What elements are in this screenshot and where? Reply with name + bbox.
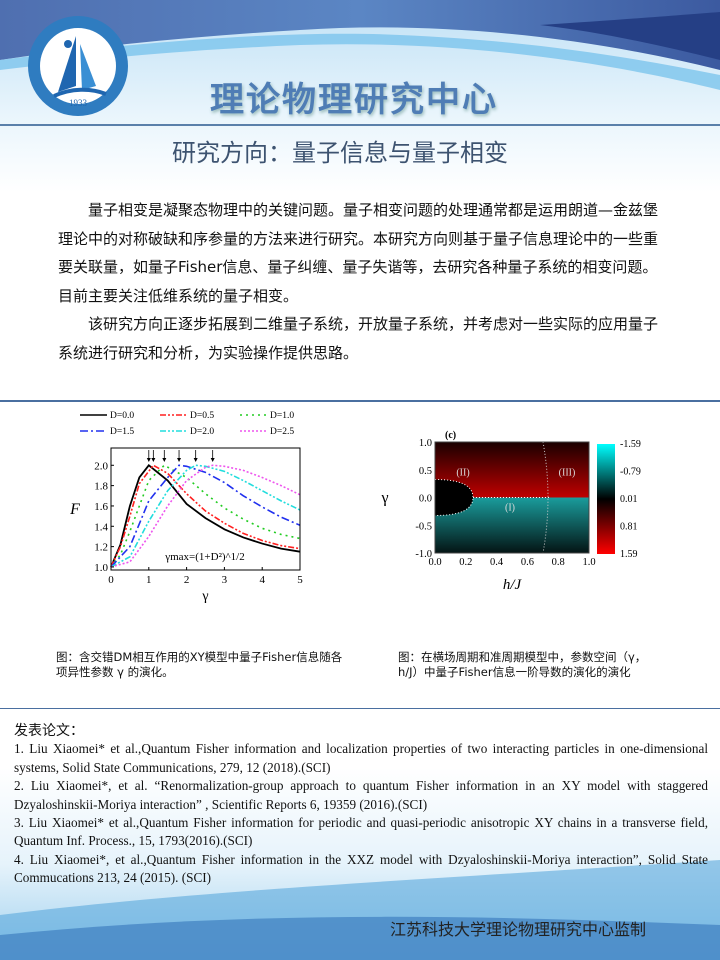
y-tick-label: 1.2: [94, 542, 108, 554]
x-tick-label: 0.8: [552, 557, 565, 568]
intro-paragraph: 该研究方向正逐步拓展到二维量子系统，开放量子系统，并考虑对一些实际的应用量子系统…: [58, 315, 659, 362]
x-tick-label: 0.0: [428, 557, 441, 568]
peak-arrowhead: [162, 458, 167, 462]
x-axis-label: γ: [201, 589, 208, 604]
publication-item: 3. Liu Xiaomei* et al.,Quantum Fisher in…: [14, 815, 708, 849]
legend-label: D=1.5: [110, 427, 134, 437]
section-divider: [0, 708, 720, 709]
y-tick-label: 1.0: [419, 438, 432, 449]
heatmap-ellipse-region: [434, 478, 474, 517]
y-tick-label: 1.0: [94, 562, 108, 574]
logo-year: 1933: [69, 98, 88, 108]
publication-item: 1. Liu Xiaomei* et al.,Quantum Fisher in…: [14, 741, 708, 775]
x-tick-label: 4: [259, 574, 265, 586]
colorbar-tick-label: 1.59: [620, 549, 638, 560]
legend-label: D=1.0: [270, 411, 294, 421]
fisher-information-line-chart: D=0.0 D=0.5 D=1.0 D=1.5 D=2.0 D=2.5 0 1 2 3 4 5 1.0 1…: [55, 410, 345, 610]
plot-frame: [110, 447, 301, 571]
series-line: [110, 464, 301, 568]
y-axis-label: F: [69, 501, 80, 518]
research-direction-title: 研究方向：量子信息与量子相变: [172, 139, 508, 167]
region-label: (I): [505, 503, 515, 514]
plot-frame: [434, 441, 590, 554]
legend-label: D=2.0: [190, 427, 214, 437]
series-line: [110, 464, 301, 568]
heatmap-chart: (I) (II) (III) -1.59 -0.79 0.01 0.81 1.59 0.0 0.2…: [375, 420, 655, 600]
region-label: (III): [559, 468, 576, 479]
intro-text: 量子相变是凝聚态物理中的关键问题。量子相变问题的处理通常都是运用朗道—金兹堡理论…: [58, 196, 658, 367]
series-line: [110, 464, 301, 568]
colorbar-tick-label: -0.79: [620, 467, 641, 478]
y-tick-label: 0.0: [419, 494, 432, 505]
peak-arrowhead: [177, 458, 182, 462]
right-figure-caption: 图：在横场周期和准周期模型中，参数空间（γ，h/J）中量子Fisher信息一阶导…: [398, 650, 647, 679]
x-tick-label: 1: [146, 574, 152, 586]
left-figure-caption: 图：含交错DM相互作用的XY模型中量子Fisher信息随各项异性参数 γ 的演化…: [56, 650, 343, 679]
colorbar: [597, 444, 615, 554]
y-tick-label: 2.0: [94, 460, 108, 472]
x-tick-label: 0.2: [459, 557, 472, 568]
peak-arrowhead: [193, 458, 198, 462]
y-axis-label: γ: [380, 490, 388, 507]
legend-label: D=0.5: [190, 411, 214, 421]
x-tick-label: 0.4: [490, 557, 504, 568]
legend-label: D=0.0: [110, 411, 134, 421]
publication-item: 2. Liu Xiaomei*, et al. “Renormalization…: [14, 778, 708, 812]
x-tick-label: 3: [222, 574, 228, 586]
section-divider: [0, 400, 720, 402]
y-tick-label: -1.0: [415, 549, 432, 560]
footer-credit: 江苏科技大学理论物理研究中心监制: [390, 920, 647, 939]
y-tick-label: -0.5: [415, 521, 432, 532]
peak-arrowhead: [146, 458, 151, 462]
colorbar-tick-label: 0.81: [620, 522, 638, 533]
publication-item: 4. Liu Xiaomei*, et al.,Quantum Fisher i…: [14, 851, 708, 886]
panel-label: (c): [445, 430, 456, 441]
series-line: [110, 464, 301, 568]
publications-heading: 发表论文：: [14, 723, 84, 739]
publications-list: 发表论文： 1. Liu Xiaomei* et al.,Quantum Fis…: [14, 722, 708, 888]
colorbar-tick-label: 0.01: [620, 494, 638, 505]
header-divider: [0, 124, 720, 126]
x-axis-label: h/J: [503, 577, 523, 593]
y-tick-label: 0.5: [419, 466, 432, 477]
peak-arrowhead: [151, 458, 156, 462]
y-tick-label: 1.4: [94, 521, 108, 533]
x-tick-label: 0.6: [521, 557, 534, 568]
phase-boundary: [542, 441, 549, 554]
region-label: (II): [456, 468, 469, 479]
x-tick-label: 0: [108, 574, 114, 586]
university-logo: 1933: [28, 16, 128, 116]
colorbar-tick-label: -1.59: [620, 439, 641, 450]
x-tick-label: 5: [297, 574, 303, 586]
page-title: 理论物理研究中心: [210, 80, 498, 120]
x-tick-label: 2: [184, 574, 190, 586]
series-line: [110, 464, 301, 568]
series-line: [110, 464, 301, 568]
intro-paragraph: 量子相变是凝聚态物理中的关键问题。量子相变问题的处理通常都是运用朗道—金兹堡理论…: [58, 201, 659, 305]
annotation: γmax=(1+D²)^1/2: [164, 551, 245, 563]
y-tick-label: 1.6: [94, 501, 108, 513]
x-tick-label: 1.0: [582, 557, 595, 568]
legend-label: D=2.5: [270, 427, 294, 437]
y-tick-label: 1.8: [94, 481, 108, 493]
peak-arrowhead: [210, 458, 215, 462]
